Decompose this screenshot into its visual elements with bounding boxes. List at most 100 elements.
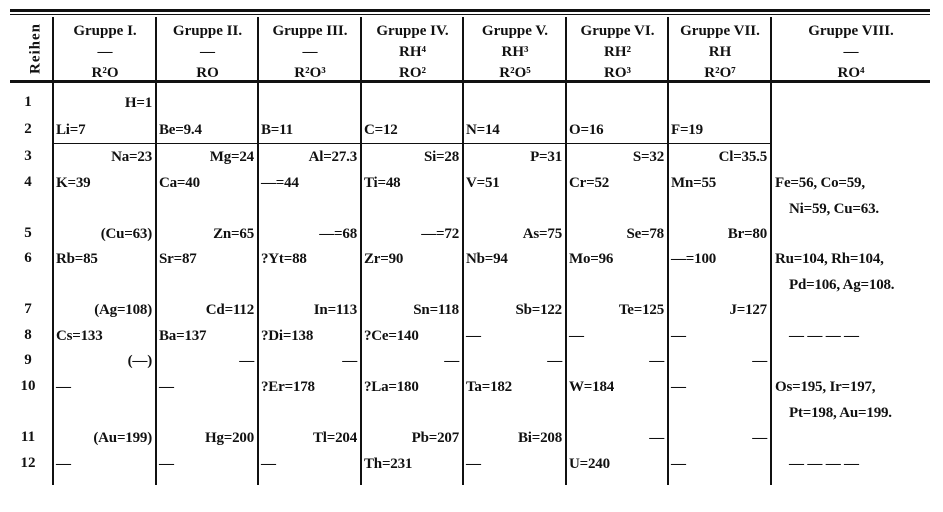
column-divider	[770, 17, 772, 485]
element-cell: Ti=48	[364, 175, 401, 191]
group-name: Gruppe III.	[272, 23, 348, 39]
element-cell: (—)	[127, 353, 153, 369]
element-cell: —	[56, 456, 71, 472]
element-cell: Cl=35.5	[718, 149, 768, 165]
element-cell: ?Er=178	[261, 379, 315, 395]
row-number: 4	[24, 174, 32, 190]
element-cell: —	[466, 456, 481, 472]
element-cell: Sr=87	[159, 251, 197, 267]
row-number: 5	[24, 225, 32, 241]
column-divider	[667, 17, 669, 485]
element-cell: —	[159, 379, 174, 395]
row-number: 7	[24, 301, 32, 317]
header-rule	[10, 80, 930, 83]
group8-entry: Ru=104, Rh=104,	[775, 251, 884, 267]
element-cell: Se=78	[626, 226, 664, 242]
element-cell: ?Yt=88	[261, 251, 307, 267]
element-cell: Zr=90	[364, 251, 404, 267]
column-divider	[565, 17, 567, 485]
element-cell: Sb=122	[515, 302, 562, 318]
element-cell: —	[56, 379, 71, 395]
element-cell: Th=231	[364, 456, 413, 472]
group-name: Gruppe V.	[481, 23, 549, 39]
column-divider	[155, 17, 157, 485]
element-cell: Br=80	[727, 226, 767, 242]
group-name: Gruppe VIII.	[808, 23, 894, 39]
group-oxide-formula: RO²	[399, 65, 426, 81]
row-number: 10	[20, 378, 36, 394]
row-number: 8	[24, 327, 32, 343]
element-cell: (Au=199)	[93, 430, 152, 446]
row-number: 1	[24, 94, 32, 110]
element-cell: —	[671, 456, 686, 472]
group-oxide-formula: R²O	[91, 65, 119, 81]
element-cell: —=68	[319, 226, 357, 242]
element-cell: —	[342, 353, 357, 369]
element-cell: ?Ce=140	[364, 328, 419, 344]
group-name: Gruppe VI.	[580, 23, 655, 39]
group-hydride-formula: RH³	[501, 44, 529, 60]
group-oxide-formula: RO³	[604, 65, 631, 81]
element-cell: —	[752, 430, 767, 446]
group-name: Gruppe VII.	[680, 23, 760, 39]
element-cell: ?Di=138	[261, 328, 314, 344]
group-name: Gruppe II.	[172, 23, 243, 39]
element-cell: Li=7	[56, 122, 86, 138]
element-cell: Nb=94	[466, 251, 508, 267]
element-cell: Cr=52	[569, 175, 610, 191]
element-cell: N=14	[466, 122, 500, 138]
group8-entry: Pd=106, Ag=108.	[789, 276, 895, 293]
element-cell: Rb=85	[56, 251, 98, 267]
row-header: Reihen	[27, 23, 44, 74]
element-cell: Ta=182	[466, 379, 512, 395]
element-cell: Na=23	[111, 149, 152, 165]
element-cell: Zn=65	[213, 226, 254, 242]
element-cell: W=184	[569, 379, 615, 395]
element-cell: Hg=200	[204, 430, 254, 446]
element-cell: F=19	[671, 122, 703, 138]
element-cell: —=44	[261, 175, 299, 191]
group-oxide-formula: RO	[196, 65, 219, 81]
row-number: 9	[24, 352, 32, 368]
row-number: 11	[20, 429, 36, 445]
group-name: Gruppe IV.	[376, 23, 449, 39]
element-cell: —	[569, 328, 584, 344]
element-cell: K=39	[56, 175, 91, 191]
group-hydride-formula: RH⁴	[399, 44, 426, 60]
element-cell: —	[671, 328, 686, 344]
element-cell: (Cu=63)	[100, 226, 153, 242]
element-cell: V=51	[466, 175, 500, 191]
element-cell: P=31	[530, 149, 562, 165]
group-oxide-formula: RO⁴	[837, 65, 865, 81]
element-cell: —=72	[421, 226, 459, 242]
element-cell: Tl=204	[312, 430, 357, 446]
element-cell: —=100	[671, 251, 717, 267]
group8-entry: — — — —	[789, 328, 859, 344]
element-cell: —	[444, 353, 459, 369]
row-number: 12	[20, 455, 36, 471]
top-rule-thick	[10, 9, 930, 12]
element-cell: Mn=55	[671, 175, 717, 191]
group-hydride-formula: —	[843, 44, 859, 60]
element-cell: —	[547, 353, 562, 369]
group-oxide-formula: R²O⁷	[704, 65, 736, 81]
element-cell: —	[649, 430, 664, 446]
element-cell: ?La=180	[364, 379, 419, 395]
column-divider	[52, 17, 54, 485]
group8-entry: Pt=198, Au=199.	[789, 404, 892, 421]
element-cell: —	[649, 353, 664, 369]
row-number: 3	[24, 148, 32, 164]
group-hydride-formula: —	[302, 44, 318, 60]
element-cell: —	[671, 379, 686, 395]
group8-entry: Fe=56, Co=59,	[775, 175, 865, 191]
group8-entry: — — — —	[789, 456, 859, 472]
element-cell: Al=27.3	[308, 149, 358, 165]
element-cell: Ba=137	[159, 328, 207, 344]
element-cell: Mg=24	[209, 149, 254, 165]
row-number: 6	[24, 250, 32, 266]
column-divider	[462, 17, 464, 485]
element-cell: H=1	[124, 95, 152, 111]
element-cell: —	[261, 456, 276, 472]
element-cell: As=75	[522, 226, 562, 242]
element-cell: In=113	[313, 302, 357, 318]
